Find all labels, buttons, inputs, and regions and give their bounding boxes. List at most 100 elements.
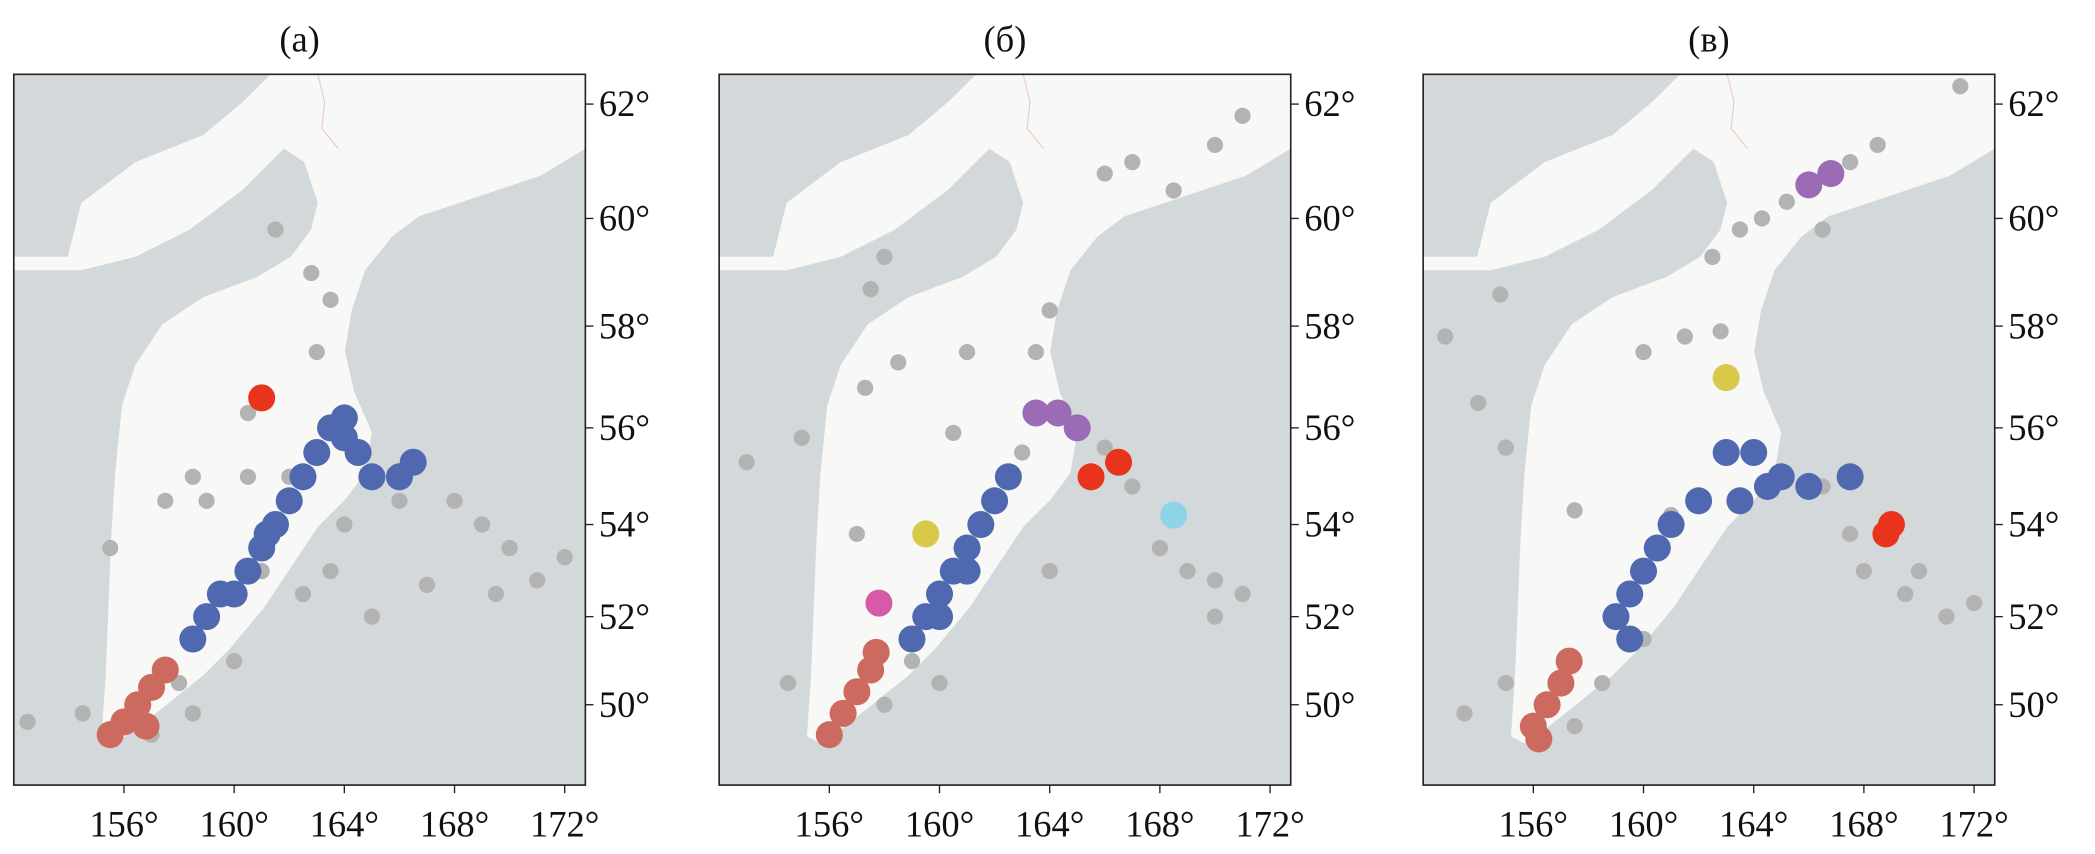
event-point	[487, 585, 504, 603]
event-point	[132, 712, 160, 740]
event-point	[857, 379, 874, 396]
y-tick-label: 62°	[1304, 83, 1355, 124]
event-point	[358, 463, 386, 491]
x-tick-label: 168°	[1829, 803, 1898, 844]
y-tick-label: 52°	[599, 596, 650, 637]
x-tick-label: 160°	[905, 803, 974, 844]
event-point	[1456, 705, 1473, 722]
event-point	[738, 454, 755, 471]
event-point	[179, 625, 207, 653]
x-tick-label: 172°	[1939, 803, 2008, 844]
event-point	[322, 291, 339, 308]
event-point	[1676, 328, 1693, 345]
event-point	[239, 404, 257, 422]
event-point	[890, 354, 907, 371]
event-point	[1712, 323, 1729, 340]
event-point	[1525, 725, 1553, 753]
y-tick-label: 50°	[599, 684, 650, 725]
x-tick-label: 168°	[420, 803, 489, 844]
event-point	[843, 678, 871, 706]
event-point	[865, 589, 893, 617]
event-point	[1814, 221, 1831, 238]
y-tick-label: 62°	[2008, 83, 2059, 124]
event-point	[1096, 165, 1113, 182]
event-point	[74, 705, 91, 722]
event-point	[391, 492, 408, 509]
event-point	[1594, 674, 1611, 692]
event-point	[220, 580, 248, 608]
event-point	[1497, 439, 1514, 456]
event-point	[1630, 557, 1658, 585]
event-point	[1836, 463, 1864, 491]
x-tick-label: 164°	[1015, 803, 1084, 844]
y-tick-label: 52°	[1304, 596, 1355, 637]
event-point	[994, 463, 1022, 491]
event-point	[1124, 478, 1141, 495]
y-tick-label: 54°	[599, 504, 650, 545]
event-point	[926, 580, 954, 608]
event-point	[1753, 472, 1781, 500]
x-tick-label: 172°	[1235, 803, 1304, 844]
x-tick-label: 164°	[1719, 803, 1788, 844]
event-point	[1602, 603, 1630, 631]
event-point	[903, 653, 921, 670]
event-point	[876, 248, 893, 265]
event-point	[815, 721, 843, 749]
event-point	[1938, 608, 1955, 625]
event-point	[779, 674, 797, 692]
map-panel: (a) 50° 52° 54° 56° 58° 60° 62° 156° 160° 164° 168°…	[12, 18, 650, 844]
y-tick-label: 56°	[1304, 407, 1355, 448]
event-point	[1855, 563, 1873, 580]
map-area	[13, 74, 586, 749]
event-point	[1643, 534, 1671, 562]
y-tick-label: 58°	[2008, 305, 2059, 346]
event-point	[1234, 107, 1251, 124]
event-point	[193, 603, 221, 631]
event-point	[1234, 585, 1251, 603]
event-point	[1547, 669, 1575, 697]
event-point	[330, 424, 358, 452]
x-tick-label: 172°	[530, 803, 599, 844]
y-tick-label: 54°	[1304, 504, 1355, 545]
event-point	[418, 576, 436, 593]
event-point	[529, 572, 546, 589]
event-point	[848, 525, 865, 543]
event-point	[1160, 501, 1188, 529]
event-point	[184, 468, 201, 485]
event-point	[1635, 343, 1652, 361]
event-point	[1041, 563, 1058, 580]
event-point	[1470, 394, 1487, 412]
event-point	[931, 674, 948, 692]
frame	[1422, 73, 1996, 786]
event-point	[363, 608, 380, 625]
event-point	[953, 557, 981, 585]
x-tick-label: 156°	[1499, 803, 1568, 844]
event-point	[1105, 448, 1133, 476]
event-point	[1124, 154, 1141, 171]
x-tick-label: 156°	[795, 803, 864, 844]
event-point	[1096, 439, 1113, 456]
event-point	[303, 264, 320, 282]
event-point	[303, 438, 331, 467]
event-point	[322, 563, 339, 580]
event-point	[1842, 154, 1859, 171]
event-point	[1795, 472, 1823, 500]
event-point	[267, 221, 284, 238]
y-tick-label: 50°	[1304, 684, 1355, 725]
y-tick-label: 54°	[2008, 504, 2059, 545]
event-point	[1712, 364, 1740, 392]
event-point	[19, 713, 36, 731]
event-point	[1165, 182, 1182, 199]
event-point	[912, 520, 940, 548]
event-point	[1657, 511, 1685, 539]
event-point	[151, 656, 179, 684]
y-tick-label: 62°	[599, 83, 650, 124]
event-point	[275, 487, 303, 515]
event-point	[239, 468, 257, 485]
event-point	[1952, 78, 1969, 95]
event-point	[198, 492, 215, 509]
event-point	[1206, 136, 1224, 154]
event-point	[1014, 444, 1031, 461]
y-tick-label: 52°	[2008, 596, 2059, 637]
